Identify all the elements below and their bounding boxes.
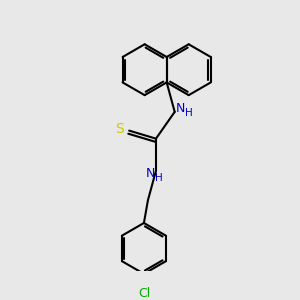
Text: H: H xyxy=(155,173,163,183)
Text: Cl: Cl xyxy=(138,287,150,300)
Text: N: N xyxy=(146,167,155,180)
Text: H: H xyxy=(185,108,193,118)
Text: N: N xyxy=(176,102,185,115)
Text: S: S xyxy=(115,122,123,136)
